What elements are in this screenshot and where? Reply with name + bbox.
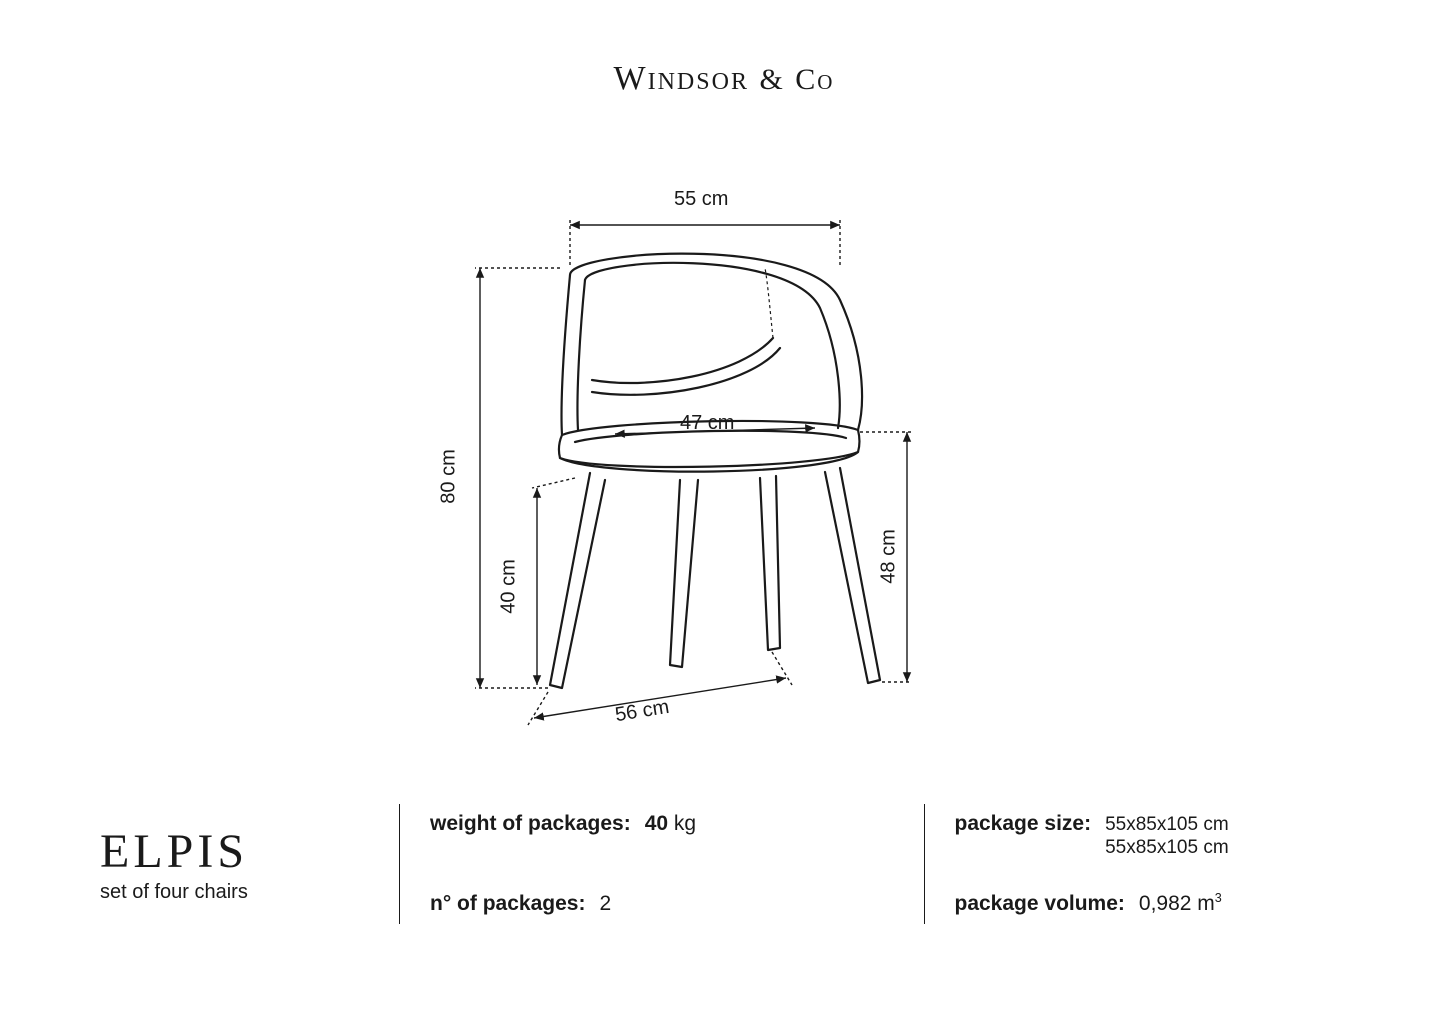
dim-seat-width: 47 cm: [680, 412, 734, 435]
spec-size-line1: 55x85x105 cm: [1105, 814, 1229, 837]
product-title-block: ELPIS set of four chairs: [0, 804, 400, 924]
brand-logo: Windsor & Co: [614, 60, 835, 98]
spec-size-line2: 55x85x105 cm: [1105, 837, 1229, 860]
spec-volume-exp: 3: [1215, 891, 1222, 905]
spec-weight-value: 40: [645, 812, 668, 835]
spec-count-row: n° of packages: 2: [430, 892, 894, 916]
dim-seat-height-outer: 48 cm: [878, 529, 901, 583]
product-subtitle: set of four chairs: [100, 881, 399, 904]
spec-volume-label: package volume:: [955, 892, 1125, 916]
spec-volume-value: 0,982 m: [1139, 892, 1215, 915]
chair-diagram: 55 cm 47 cm 80 cm 40 cm 48 cm 56 cm: [420, 180, 960, 750]
product-name: ELPIS: [100, 824, 399, 879]
dim-width-top: 55 cm: [674, 188, 728, 211]
spec-volume-row: package volume: 0,982 m3: [955, 891, 1419, 916]
spec-count-label: n° of packages:: [430, 892, 585, 916]
spec-column-1: weight of packages: 40 kg n° of packages…: [400, 804, 925, 924]
brand-left: Windsor: [614, 60, 749, 97]
spec-count-value: 2: [599, 892, 611, 916]
spec-size-label: package size:: [955, 812, 1092, 836]
dim-overall-height: 80 cm: [438, 449, 461, 503]
brand-right: Co: [795, 63, 834, 96]
brand-ampersand: &: [759, 63, 784, 96]
chair-svg: [420, 180, 960, 750]
spec-footer: ELPIS set of four chairs weight of packa…: [0, 804, 1448, 924]
spec-weight-row: weight of packages: 40 kg: [430, 812, 894, 836]
spec-size-row: package size: 55x85x105 cm 55x85x105 cm: [955, 812, 1419, 860]
dim-seat-height-inner: 40 cm: [498, 559, 521, 613]
spec-column-2: package size: 55x85x105 cm 55x85x105 cm …: [925, 804, 1448, 924]
spec-weight-label: weight of packages:: [430, 812, 631, 836]
spec-weight-unit: kg: [674, 812, 696, 835]
